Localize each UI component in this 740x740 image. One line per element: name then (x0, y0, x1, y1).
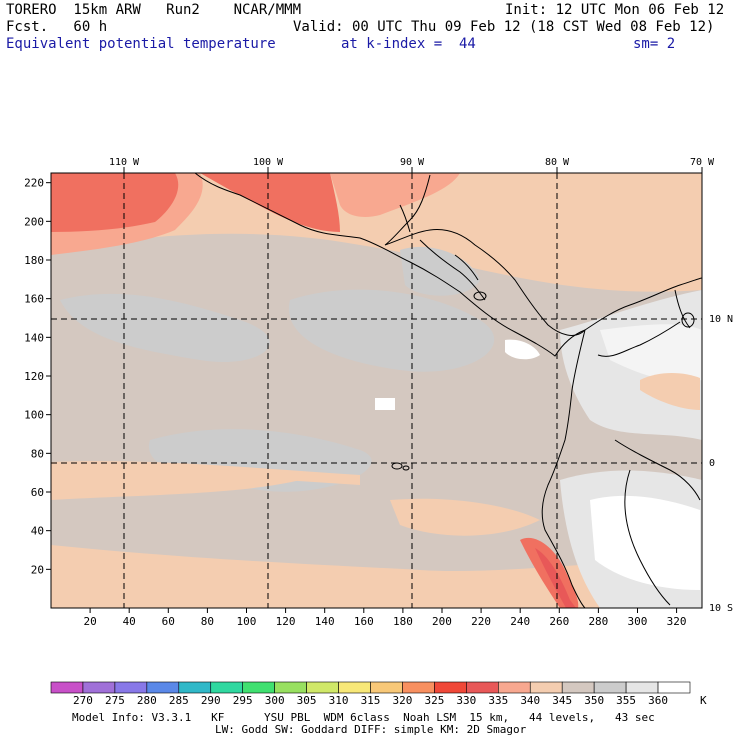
colorbar-label: 335 (488, 694, 508, 707)
colorbar-swatch (274, 681, 307, 694)
colorbar-swatch (178, 681, 212, 694)
lon-label-110w: 110 W (109, 157, 140, 168)
x-tick-label: 200 (432, 615, 452, 628)
lon-label-100w: 100 W (253, 157, 284, 168)
x-tick-label: 60 (162, 615, 175, 628)
colorbar-swatch (402, 681, 435, 694)
colorbar-swatch (593, 681, 627, 694)
x-tick-label: 260 (549, 615, 569, 628)
colorbar-label: 315 (361, 694, 381, 707)
x-tick-label: 240 (510, 615, 530, 628)
colorbar-swatch (114, 681, 148, 694)
right-lat-labels: 10 N 0 10 S (709, 314, 733, 614)
valid-time: Valid: 00 UTC Thu 09 Feb 12 (18 CST Wed … (293, 19, 715, 35)
colorbar-label: 270 (73, 694, 93, 707)
lon-label-70w: 70 W (690, 157, 715, 168)
colorbar-swatch (210, 681, 244, 694)
colorbar-swatch (338, 681, 371, 694)
colorbar-label: 360 (648, 694, 668, 707)
x-tick-label: 320 (667, 615, 687, 628)
y-tick-label: 200 (24, 215, 44, 228)
lon-label-80w: 80 W (545, 157, 570, 168)
x-tick-label: 180 (393, 615, 413, 628)
colorbar-label: 345 (552, 694, 572, 707)
lon-label-90w: 90 W (400, 157, 425, 168)
plot-frame (50, 172, 703, 609)
y-tick-label: 40 (31, 525, 44, 538)
x-tick-label: 220 (471, 615, 491, 628)
colorbar-label: 340 (520, 694, 540, 707)
colorbar-swatch (370, 681, 403, 694)
y-axis-ticks: 20 40 60 80 100 120 140 160 180 200 220 (24, 177, 51, 576)
graticule (51, 173, 702, 608)
y-tick-label: 220 (24, 177, 44, 190)
colorbar-swatch (50, 681, 84, 694)
lat-label-10s: 10 S (709, 603, 733, 614)
x-tick-label: 100 (237, 615, 257, 628)
colorbar-swatch (146, 681, 180, 694)
init-time: Init: 12 UTC Mon 06 Feb 12 (505, 2, 725, 18)
colorbar-swatch (466, 681, 499, 694)
y-tick-label: 180 (24, 254, 44, 267)
x-tick-label: 120 (276, 615, 296, 628)
coastlines (194, 173, 702, 608)
colorbar-label: 350 (584, 694, 604, 707)
y-tick-label: 160 (24, 293, 44, 306)
lat-label-10n: 10 N (709, 314, 733, 325)
colorbar-unit: K (700, 694, 707, 707)
colorbar-label: 300 (265, 694, 285, 707)
colorbar-swatch (306, 681, 339, 694)
y-tick-label: 60 (31, 486, 44, 499)
colorbar-label: 305 (297, 694, 317, 707)
colorbar-swatch (625, 681, 659, 694)
colorbar-label: 285 (169, 694, 189, 707)
model-info: Model Info: V3.3.1 KF YSU PBL WDM 6class… (72, 711, 655, 724)
forecast-hour: Fcst. 60 h (6, 19, 108, 35)
x-tick-label: 140 (315, 615, 335, 628)
colorbar-swatch (561, 681, 595, 694)
y-tick-label: 120 (24, 370, 44, 383)
level-index: at k-index = 44 (341, 36, 476, 52)
colorbar-swatch (82, 681, 116, 694)
colorbar-label: 355 (616, 694, 636, 707)
colorbar-swatch (529, 681, 563, 694)
model-title: TORERO 15km ARW Run2 NCAR/MMM (6, 2, 302, 18)
physics-info: LW: Godd SW: Goddard DIFF: simple KM: 2D… (215, 723, 527, 736)
field-name: Equivalent potential temperature (6, 36, 276, 52)
colorbar-label: 295 (233, 694, 253, 707)
colorbar-swatch (434, 681, 467, 694)
colorbar-label: 290 (201, 694, 221, 707)
y-tick-label: 140 (24, 331, 44, 344)
x-tick-label: 300 (628, 615, 648, 628)
colorbar-swatch (657, 681, 691, 694)
y-tick-label: 80 (31, 447, 44, 460)
colorbar-label: 330 (456, 694, 476, 707)
colorbar-label: 310 (329, 694, 349, 707)
x-tick-label: 40 (123, 615, 136, 628)
top-ticks (123, 167, 703, 173)
y-tick-label: 20 (31, 563, 44, 576)
colorbar-label: 325 (424, 694, 444, 707)
x-tick-label: 80 (201, 615, 214, 628)
colorbar-label: 275 (105, 694, 125, 707)
x-tick-label: 160 (354, 615, 374, 628)
top-lon-labels: 110 W 100 W 90 W 80 W 70 W (109, 157, 715, 168)
x-tick-label: 20 (83, 615, 96, 628)
temperature-field (51, 173, 702, 608)
colorbar-label: 280 (137, 694, 157, 707)
colorbar-swatch (242, 681, 275, 694)
x-tick-label: 280 (588, 615, 608, 628)
x-axis-ticks: 20 40 60 80 100 120 140 160 180 200 220 240 260 280 30… (83, 608, 687, 628)
colorbar (50, 681, 691, 694)
y-tick-label: 100 (24, 409, 44, 422)
smoothing: sm= 2 (633, 36, 676, 52)
lat-label-0: 0 (709, 458, 715, 469)
colorbar-swatch (497, 681, 531, 694)
colorbar-label: 320 (393, 694, 413, 707)
colorbar-labels: 270 275 280 285 290 295 300 305 310 315 320 325 330 3… (73, 694, 668, 707)
